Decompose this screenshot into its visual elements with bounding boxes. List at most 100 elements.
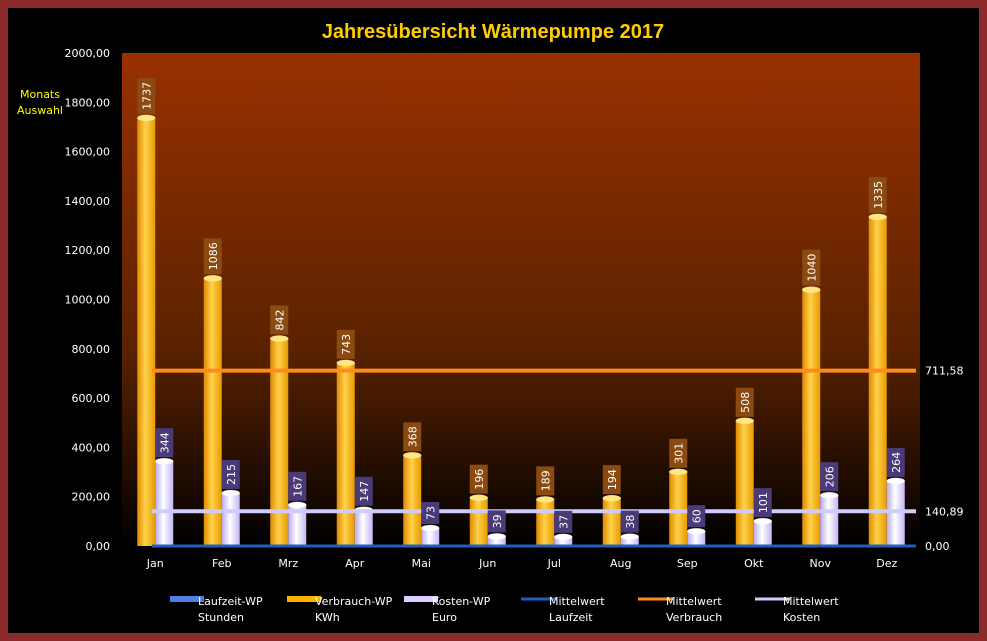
data-label-kosten-box bbox=[221, 460, 240, 490]
bar-kosten bbox=[354, 509, 373, 546]
data-label-kosten-box bbox=[155, 428, 174, 458]
y-tick-label: 200,00 bbox=[72, 491, 111, 504]
bar-kosten-cap bbox=[820, 491, 839, 499]
x-tick-label: Aug bbox=[610, 557, 631, 570]
bar-kosten bbox=[421, 528, 440, 546]
plot-area bbox=[122, 53, 920, 546]
y-tick-label: 1400,00 bbox=[65, 195, 111, 208]
data-label-kosten: 37 bbox=[557, 515, 570, 529]
data-label-verbrauch: 194 bbox=[606, 469, 619, 490]
legend-unit: Kosten bbox=[783, 611, 820, 624]
data-label-verbrauch: 1737 bbox=[140, 82, 153, 110]
bar-verbrauch-cap bbox=[735, 417, 754, 425]
bar-kosten-cap bbox=[421, 524, 440, 532]
y-tick-label: 600,00 bbox=[72, 392, 111, 405]
bar-kosten-cap bbox=[221, 489, 240, 497]
bar-verbrauch bbox=[868, 216, 887, 547]
mean-line-kosten-value: 140,89 bbox=[925, 505, 964, 518]
data-label-verbrauch-box bbox=[536, 466, 555, 496]
bar-verbrauch bbox=[270, 338, 289, 546]
legend-unit: Verbrauch bbox=[666, 611, 722, 624]
data-label-verbrauch: 743 bbox=[340, 334, 353, 355]
bar-verbrauch-cap bbox=[602, 494, 621, 502]
data-label-verbrauch-box bbox=[137, 77, 156, 114]
data-label-kosten: 344 bbox=[158, 432, 171, 453]
bar-kosten bbox=[687, 531, 706, 546]
legend-unit: Laufzeit bbox=[549, 611, 593, 624]
bar-verbrauch bbox=[536, 499, 555, 546]
data-label-verbrauch-box bbox=[802, 249, 821, 286]
data-label-kosten: 167 bbox=[291, 476, 304, 497]
data-label-kosten-box bbox=[753, 488, 772, 518]
bar-verbrauch bbox=[203, 278, 222, 546]
data-label-verbrauch-box bbox=[735, 387, 754, 417]
legend-label: Laufzeit-WP bbox=[198, 595, 263, 608]
x-tick-label: Nov bbox=[810, 557, 832, 570]
mean-line-verbrauch-value: 711,58 bbox=[925, 365, 964, 378]
data-label-verbrauch-box bbox=[602, 465, 621, 495]
bar-kosten bbox=[221, 493, 240, 546]
legend-label: Mittelwert bbox=[666, 595, 722, 608]
legend-label: Mittelwert bbox=[783, 595, 839, 608]
bars bbox=[137, 114, 905, 547]
data-label-verbrauch: 1040 bbox=[805, 254, 818, 282]
bar-verbrauch-cap bbox=[270, 335, 289, 342]
bar-verbrauch-cap bbox=[403, 452, 422, 459]
bar-kosten bbox=[288, 504, 307, 546]
bar-kosten-cap bbox=[288, 501, 307, 509]
bar-kosten bbox=[820, 495, 839, 546]
data-label-kosten-box bbox=[886, 447, 905, 477]
bar-kosten-cap bbox=[620, 533, 639, 540]
x-tick-label: Dez bbox=[876, 557, 897, 570]
bar-verbrauch-cap bbox=[868, 213, 887, 221]
bar-kosten-cap bbox=[155, 457, 174, 465]
data-label-kosten: 264 bbox=[890, 452, 903, 473]
mean-lines: 0,00 711,58 140,89 bbox=[152, 365, 964, 553]
data-label-kosten-box bbox=[354, 476, 373, 506]
bar-verbrauch-cap bbox=[669, 468, 688, 476]
y-tick-label: 800,00 bbox=[72, 343, 111, 356]
data-label-verbrauch-box bbox=[469, 464, 488, 494]
data-label-verbrauch: 301 bbox=[672, 443, 685, 464]
y-tick-label: 400,00 bbox=[72, 441, 111, 454]
data-label-verbrauch: 1086 bbox=[207, 242, 220, 270]
bar-kosten bbox=[620, 536, 639, 546]
data-label-verbrauch-box bbox=[203, 238, 222, 275]
x-tick-label: Apr bbox=[345, 557, 365, 570]
bar-kosten bbox=[487, 536, 506, 546]
bar-verbrauch bbox=[137, 117, 156, 546]
x-tick-label: Okt bbox=[744, 557, 764, 570]
bar-verbrauch-cap bbox=[469, 494, 488, 501]
bar-verbrauch-cap bbox=[203, 275, 222, 282]
side-label-line-2: Auswahl bbox=[17, 104, 63, 117]
data-labels: 1737 344 1086 215 842 167 743 147 368 73 196 39 189 3… bbox=[137, 77, 905, 533]
bar-kosten bbox=[753, 521, 772, 546]
bar-kosten-cap bbox=[487, 533, 506, 540]
legend-swatch bbox=[170, 596, 204, 602]
y-tick-label: 1800,00 bbox=[65, 96, 111, 109]
legend-label: Mittelwert bbox=[549, 595, 605, 608]
bar-verbrauch bbox=[469, 497, 488, 546]
bar-verbrauch-cap bbox=[336, 359, 355, 367]
legend-unit: KWh bbox=[315, 611, 340, 624]
bar-verbrauch-cap bbox=[137, 114, 156, 122]
bar-verbrauch bbox=[403, 455, 422, 546]
chart-title: Jahresübersicht Wärmepumpe 2017 bbox=[322, 21, 664, 43]
side-label-line-1: Monats bbox=[20, 88, 60, 101]
data-label-kosten: 101 bbox=[757, 492, 770, 513]
data-label-verbrauch-box bbox=[868, 176, 887, 213]
data-label-verbrauch-box bbox=[270, 305, 289, 335]
data-label-kosten-box bbox=[421, 502, 440, 525]
y-tick-label: 1000,00 bbox=[65, 294, 111, 307]
x-tick-label: Sep bbox=[677, 557, 698, 570]
x-axis-labels: Jan Feb Mrz Apr Mai Jun Jul Aug Sep Okt Nov Dez bbox=[146, 557, 898, 570]
data-label-kosten: 206 bbox=[823, 466, 836, 487]
data-label-kosten-box bbox=[687, 505, 706, 528]
x-tick-label: Mai bbox=[412, 557, 431, 570]
data-label-kosten: 73 bbox=[424, 506, 437, 520]
x-tick-label: Feb bbox=[212, 557, 231, 570]
bar-kosten-cap bbox=[753, 517, 772, 525]
legend-unit: Stunden bbox=[198, 611, 244, 624]
data-label-kosten: 39 bbox=[491, 514, 504, 528]
bar-verbrauch-cap bbox=[536, 496, 555, 503]
